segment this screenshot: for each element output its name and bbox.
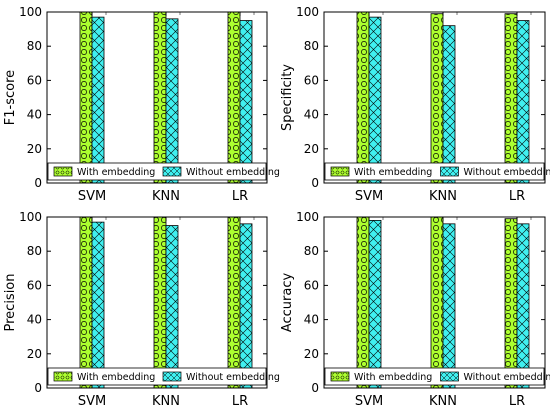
chart-panel-1: 0 20 40 60 80 100 SVM KNN LR F1-score With embeddi… — [3, 5, 280, 204]
y-tick-label: 20 — [27, 347, 42, 361]
y-tick-label: 40 — [304, 313, 319, 327]
bar — [165, 18, 179, 184]
legend-box — [47, 162, 267, 181]
x-tick-label: SVM — [78, 189, 106, 204]
y-tick-label: 0 — [34, 381, 42, 395]
bar — [356, 216, 370, 389]
bar — [91, 16, 105, 184]
x-tick-label: KNN — [429, 189, 457, 204]
y-tick-label: 20 — [304, 142, 319, 156]
axes-frame — [323, 216, 546, 389]
legend-label: Without embedding — [186, 167, 280, 178]
bar — [516, 223, 530, 389]
y-axis-label: F1-score — [3, 70, 18, 125]
y-axis-label: Specificity — [280, 64, 295, 131]
axes-frame — [46, 216, 268, 389]
y-tick-label: 60 — [304, 278, 319, 292]
bar — [356, 11, 370, 184]
bar — [227, 216, 241, 389]
bar — [516, 20, 530, 184]
y-tick-label: 40 — [304, 108, 319, 122]
bar — [153, 216, 167, 389]
y-tick-label: 80 — [304, 39, 319, 53]
y-tick-label: 60 — [27, 73, 42, 87]
bar — [504, 13, 518, 184]
chart-panel-4: 0 20 40 60 80 100 SVM KNN LR Accuracy With embeddi… — [280, 210, 550, 406]
legend: With embedding Without embedding — [324, 367, 550, 386]
axes-frame — [323, 11, 546, 184]
y-tick-label: 80 — [27, 39, 42, 53]
legend: With embedding Without embedding — [47, 162, 280, 181]
legend-swatch — [53, 166, 73, 177]
y-tick-label: 20 — [27, 142, 42, 156]
bar — [442, 25, 456, 184]
y-tick-label: 60 — [304, 73, 319, 87]
chart-panel-3: 0 20 40 60 80 100 SVM KNN LR Precision With embedd… — [3, 210, 280, 406]
y-tick-label: 0 — [34, 176, 42, 190]
x-tick-label: SVM — [78, 394, 106, 406]
legend-box — [324, 162, 545, 181]
bar — [79, 11, 93, 184]
bar — [368, 16, 382, 184]
x-tick-label: LR — [232, 189, 248, 204]
bar — [368, 220, 382, 389]
legend-swatch — [330, 166, 350, 177]
y-tick-label: 80 — [304, 244, 319, 258]
legend-label: With embedding — [354, 372, 432, 383]
legend-label: Without embedding — [186, 372, 280, 383]
y-tick-label: 0 — [311, 176, 319, 190]
y-tick-label: 80 — [27, 244, 42, 258]
legend-label: Without embedding — [464, 167, 550, 178]
legend-label: With embedding — [354, 167, 432, 178]
bar — [442, 223, 456, 389]
x-tick-label: KNN — [152, 189, 180, 204]
legend-swatch — [440, 371, 459, 382]
legend-box — [324, 367, 545, 386]
chart-panel-2: 0 20 40 60 80 100 SVM KNN LR Specificity With embe… — [280, 5, 550, 204]
bar — [165, 225, 179, 389]
y-axis-label: Precision — [3, 273, 18, 331]
legend-label: With embedding — [77, 372, 155, 383]
bar — [79, 216, 93, 389]
x-tick-label: KNN — [429, 394, 457, 406]
y-tick-label: 40 — [27, 108, 42, 122]
axes-frame — [46, 11, 268, 184]
y-tick-label: 100 — [296, 210, 319, 224]
y-tick-label: 40 — [27, 313, 42, 327]
legend-label: Without embedding — [464, 372, 550, 383]
y-axis-label: Accuracy — [280, 273, 295, 333]
legend-box — [47, 367, 267, 386]
x-tick-label: SVM — [355, 189, 383, 204]
legend: With embedding Without embedding — [324, 162, 550, 181]
bar — [430, 216, 444, 389]
y-tick-label: 100 — [19, 210, 42, 224]
legend-label: With embedding — [77, 167, 155, 178]
legend-swatch — [162, 166, 182, 177]
x-tick-label: LR — [232, 394, 248, 406]
legend-swatch — [440, 166, 459, 177]
y-tick-label: 100 — [19, 5, 42, 19]
y-tick-label: 60 — [27, 278, 42, 292]
bar — [430, 13, 444, 184]
legend-swatch — [53, 371, 73, 382]
y-tick-label: 0 — [311, 381, 319, 395]
legend: With embedding Without embedding — [47, 367, 280, 386]
x-tick-label: LR — [509, 394, 525, 406]
legend-swatch — [330, 371, 350, 382]
bar — [227, 11, 241, 184]
bar — [91, 221, 105, 389]
x-tick-label: SVM — [355, 394, 383, 406]
bar — [153, 11, 167, 184]
x-tick-label: KNN — [152, 394, 180, 406]
bar — [239, 20, 253, 184]
bar — [239, 223, 253, 389]
y-tick-label: 20 — [304, 347, 319, 361]
x-tick-label: LR — [509, 189, 525, 204]
y-tick-label: 100 — [296, 5, 319, 19]
bar — [504, 218, 518, 389]
legend-swatch — [162, 371, 182, 382]
